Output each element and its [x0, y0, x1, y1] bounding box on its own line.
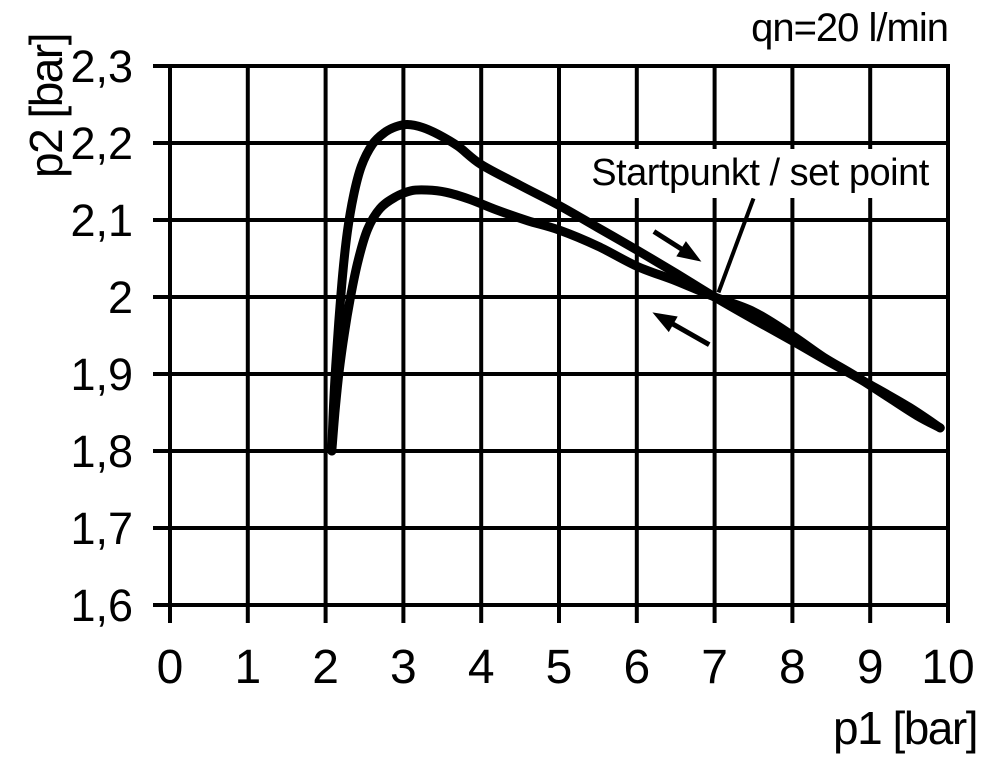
x-tick-label-8: 8: [779, 641, 806, 694]
set-point-annotation: Startpunkt / set point: [577, 149, 943, 198]
set-point-leader-line: [716, 197, 756, 294]
x-tick-label-1: 1: [234, 641, 261, 694]
curve-hysteresis-upper: [327, 119, 945, 456]
x-tick-label-2: 2: [312, 641, 339, 694]
arrow-forward-head: [676, 241, 702, 262]
arrow-back-head: [652, 312, 678, 333]
y-tick-label-2: 2: [108, 272, 133, 323]
y-tick-label-1,9: 1,9: [70, 349, 133, 400]
x-tick-label-4: 4: [468, 641, 495, 694]
x-tick-label-5: 5: [546, 641, 573, 694]
curve-hysteresis-lower: [327, 185, 945, 456]
y-tick-label-2,2: 2,2: [70, 118, 133, 169]
x-tick-label-7: 7: [701, 641, 728, 694]
y-tick-label-2,3: 2,3: [70, 41, 133, 92]
x-tick-label-3: 3: [390, 641, 417, 694]
x-tick-label-10: 10: [921, 641, 974, 694]
x-tick-label-6: 6: [623, 641, 650, 694]
y-axis-label: p2 [bar]: [20, 34, 72, 178]
y-tick-label-1,6: 1,6: [70, 580, 133, 631]
y-tick-label-1,8: 1,8: [70, 426, 133, 477]
x-tick-label-0: 0: [157, 641, 184, 694]
x-axis-label: p1 [bar]: [833, 702, 979, 754]
y-tick-label-1,7: 1,7: [70, 503, 133, 554]
x-tick-label-9: 9: [857, 641, 884, 694]
y-tick-label-2,1: 2,1: [70, 195, 133, 246]
chart-title: qn=20 l/min: [751, 6, 949, 50]
